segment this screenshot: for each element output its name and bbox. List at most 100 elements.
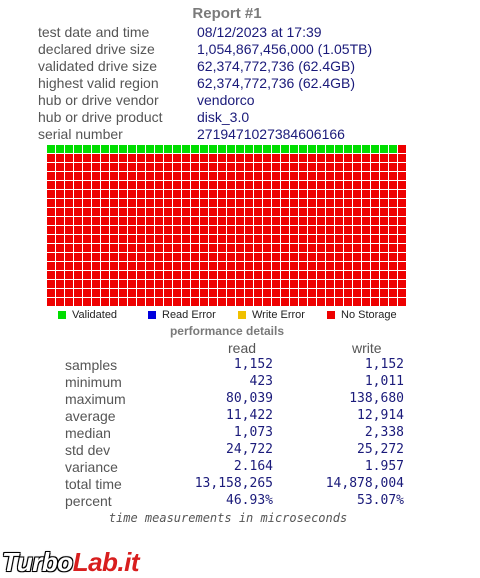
sector-cell-no-storage (65, 289, 74, 298)
sector-cell-no-storage (362, 262, 371, 271)
sector-cell-no-storage (128, 217, 137, 226)
sector-cell-no-storage (308, 181, 317, 190)
sector-cell-no-storage (164, 271, 173, 280)
sector-cell-no-storage (173, 199, 182, 208)
sector-cell-no-storage (128, 172, 137, 181)
sector-cell-no-storage (326, 154, 335, 163)
sector-cell-no-storage (227, 217, 236, 226)
sector-cell-no-storage (56, 280, 65, 289)
sector-cell-no-storage (245, 289, 254, 298)
sector-cell-no-storage (83, 253, 92, 262)
sector-cell-no-storage (92, 163, 101, 172)
sector-cell-no-storage (317, 172, 326, 181)
sector-cell-validated (191, 145, 200, 154)
stat-write-value: 12,914 (357, 408, 404, 423)
sector-cell-no-storage (263, 190, 272, 199)
sector-cell-no-storage (353, 181, 362, 190)
sector-cell-no-storage (272, 199, 281, 208)
sector-cell-no-storage (290, 199, 299, 208)
sector-cell-no-storage (299, 154, 308, 163)
sector-cell-no-storage (74, 226, 83, 235)
sector-cell-no-storage (335, 262, 344, 271)
sector-cell-no-storage (353, 271, 362, 280)
sector-cell-validated (281, 145, 290, 154)
stat-write-value: 138,680 (349, 391, 404, 406)
sector-cell-no-storage (263, 280, 272, 289)
sector-cell-validated (182, 145, 191, 154)
sector-cell-no-storage (281, 172, 290, 181)
sector-cell-no-storage (173, 217, 182, 226)
stat-row-median: median 1,073 2,338 (65, 425, 425, 442)
sector-cell-no-storage (92, 217, 101, 226)
sector-cell-no-storage (47, 253, 56, 262)
sector-cell-no-storage (227, 208, 236, 217)
sector-cell-no-storage (299, 289, 308, 298)
sector-cell-no-storage (92, 154, 101, 163)
sector-cell-no-storage (173, 271, 182, 280)
sector-cell-no-storage (110, 235, 119, 244)
sector-cell-no-storage (65, 190, 74, 199)
sector-cell-no-storage (317, 271, 326, 280)
sector-cell-no-storage (290, 172, 299, 181)
sector-cell-no-storage (65, 181, 74, 190)
sector-cell-no-storage (263, 244, 272, 253)
sector-cell-no-storage (101, 271, 110, 280)
sector-cell-no-storage (92, 253, 101, 262)
sector-cell-no-storage (146, 154, 155, 163)
drive-info: test date and time 08/12/2023 at 17:39 d… (38, 23, 372, 142)
sector-cell-no-storage (335, 226, 344, 235)
sector-cell-no-storage (389, 208, 398, 217)
sector-cell-no-storage (200, 226, 209, 235)
sector-cell-no-storage (362, 217, 371, 226)
sector-cell-no-storage (245, 280, 254, 289)
sector-cell-no-storage (182, 172, 191, 181)
sector-cell-no-storage (281, 262, 290, 271)
sector-cell-no-storage (227, 244, 236, 253)
sector-cell-no-storage (335, 289, 344, 298)
sector-cell-no-storage (245, 217, 254, 226)
sector-cell-no-storage (344, 226, 353, 235)
sector-cell-no-storage (362, 190, 371, 199)
sector-cell-no-storage (362, 271, 371, 280)
sector-cell-no-storage (74, 298, 83, 307)
sector-cell-no-storage (119, 217, 128, 226)
sector-cell-no-storage (191, 163, 200, 172)
sector-cell-no-storage (182, 181, 191, 190)
sector-cell-no-storage (290, 181, 299, 190)
sector-cell-no-storage (164, 190, 173, 199)
sector-cell-no-storage (101, 298, 110, 307)
sector-cell-no-storage (398, 217, 407, 226)
sector-cell-no-storage (92, 172, 101, 181)
sector-cell-no-storage (344, 253, 353, 262)
sector-cell-no-storage (290, 298, 299, 307)
sector-cell-no-storage (290, 217, 299, 226)
sector-cell-no-storage (155, 271, 164, 280)
sector-cell-no-storage (281, 226, 290, 235)
sector-cell-no-storage (263, 217, 272, 226)
sector-cell-no-storage (362, 289, 371, 298)
sector-cell-no-storage (326, 190, 335, 199)
sector-cell-no-storage (254, 271, 263, 280)
info-value: disk_3.0 (197, 108, 250, 125)
sector-cell-no-storage (92, 226, 101, 235)
sector-cell-no-storage (200, 172, 209, 181)
sector-cell-no-storage (191, 190, 200, 199)
sector-cell-no-storage (353, 289, 362, 298)
sector-cell-no-storage (380, 298, 389, 307)
sector-cell-no-storage (65, 172, 74, 181)
sector-cell-no-storage (218, 298, 227, 307)
sector-cell-no-storage (74, 217, 83, 226)
sector-cell-no-storage (263, 289, 272, 298)
sector-cell-no-storage (317, 190, 326, 199)
sector-cell-no-storage (326, 280, 335, 289)
sector-cell-no-storage (83, 199, 92, 208)
sector-cell-no-storage (290, 235, 299, 244)
sector-cell-no-storage (101, 289, 110, 298)
sector-cell-no-storage (83, 208, 92, 217)
sector-cell-no-storage (137, 208, 146, 217)
sector-cell-no-storage (110, 226, 119, 235)
sector-cell-no-storage (227, 226, 236, 235)
sector-cell-no-storage (245, 298, 254, 307)
legend-swatch (327, 311, 335, 319)
sector-cell-no-storage (371, 253, 380, 262)
